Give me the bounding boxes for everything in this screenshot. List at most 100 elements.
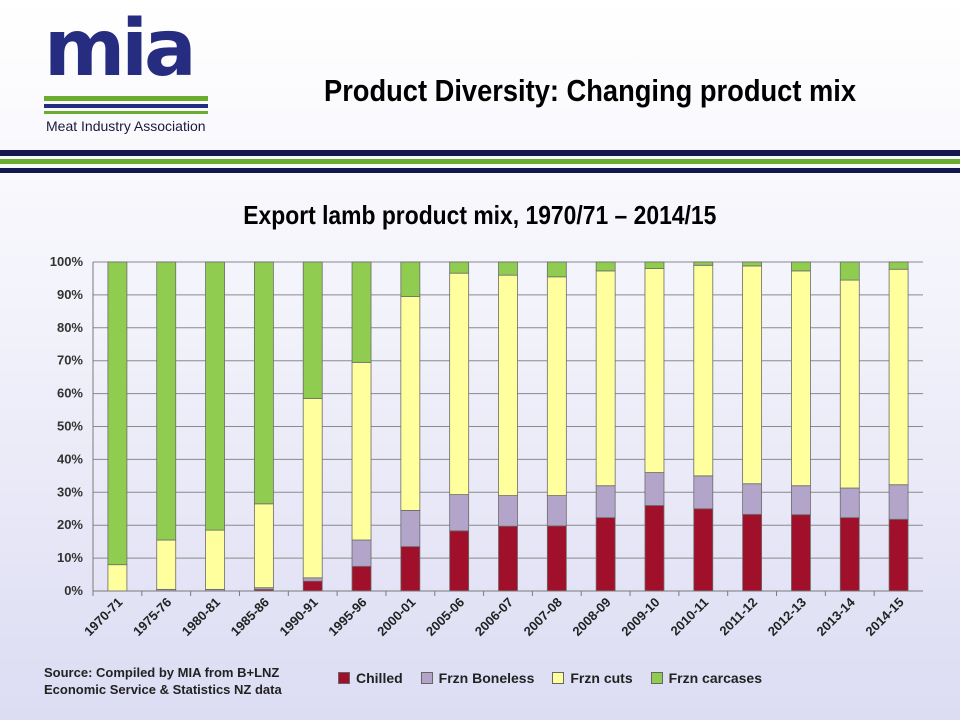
x-tick-label: 2007-08	[521, 595, 565, 639]
x-tick-label: 1990-91	[276, 595, 320, 639]
x-tick-label: 2013-14	[814, 594, 859, 639]
y-axis-ticks: 0% 10% 20% 30% 40% 50% 60% 70% 80% 90% 100%	[50, 254, 84, 598]
bar-segment-frzn-cuts	[449, 272, 470, 496]
bar-segment-frzn-boneless	[595, 485, 616, 519]
bar-segment-frzn-carcases	[742, 261, 763, 267]
header-rule-green	[0, 159, 960, 164]
mia-logo: mia Meat Industry Association	[40, 10, 215, 138]
logo-stripe-green-2	[44, 111, 208, 114]
bar-segment-frzn-cuts	[302, 398, 323, 579]
bar-segment-frzn-cuts	[253, 503, 274, 589]
legend-item: Frzn cuts	[552, 670, 633, 686]
bar-segment-frzn-carcases	[595, 261, 616, 272]
bar-segment-frzn-cuts	[156, 539, 177, 590]
bar-segment-frzn-cuts	[351, 361, 372, 541]
chart-legend: Chilled Frzn Boneless Frzn cuts Frzn carcas…	[338, 670, 762, 686]
bar-segment-frzn-carcases	[839, 261, 860, 281]
bar-segment-frzn-boneless	[302, 577, 323, 582]
bar-segment-frzn-carcases	[351, 261, 372, 363]
bar-segment-frzn-boneless	[888, 484, 909, 520]
bar-segment-chilled	[302, 580, 323, 592]
bar-segment-chilled	[644, 505, 665, 592]
x-tick-label: 1980-81	[179, 595, 223, 639]
x-tick-label: 2010-11	[668, 595, 712, 639]
y-tick-label: 30%	[57, 484, 83, 499]
legend-swatch	[552, 672, 565, 684]
y-tick-label: 50%	[57, 419, 83, 434]
bar-segment-frzn-carcases	[107, 261, 128, 566]
bar-segment-frzn-cuts	[595, 270, 616, 487]
bar-segment-frzn-boneless	[449, 494, 470, 532]
y-tick-label: 40%	[57, 451, 83, 466]
legend-item: Frzn carcases	[650, 670, 763, 686]
bar-segment-frzn-cuts	[693, 264, 714, 477]
bar-segment-frzn-carcases	[205, 261, 225, 531]
x-axis-ticks: 1970-71 1975-76 1980-81 1985-86 1990-91 1995-…	[81, 591, 907, 639]
bar-segment-frzn-cuts	[839, 279, 860, 489]
chart-title-wrap: Export lamb product mix, 1970/71 – 2014/…	[0, 200, 960, 231]
legend-swatch	[420, 672, 433, 684]
x-tick-label: 2008-09	[569, 595, 613, 639]
bar-segment-frzn-boneless	[693, 475, 714, 510]
y-tick-label: 10%	[57, 550, 83, 565]
legend-label: Frzn carcases	[668, 670, 763, 686]
bar-segment-chilled	[595, 517, 616, 592]
bar-segment-chilled	[449, 530, 470, 592]
header-rule-navy	[0, 150, 960, 156]
bar-segment-frzn-carcases	[400, 261, 421, 297]
bar-segment-frzn-cuts	[107, 564, 128, 592]
x-tick-label: 2005-06	[423, 595, 467, 639]
x-tick-label: 2000-01	[374, 595, 418, 639]
bar-segment-frzn-carcases	[156, 261, 177, 541]
y-tick-label: 100%	[50, 254, 84, 269]
bar-segment-frzn-carcases	[302, 261, 323, 399]
bar-segment-frzn-boneless	[791, 485, 811, 516]
bar-segment-frzn-cuts	[644, 268, 665, 473]
bar-segment-frzn-carcases	[253, 261, 274, 505]
legend-item: Chilled	[338, 670, 403, 686]
bar-segment-frzn-cuts	[498, 274, 518, 496]
bar-segment-chilled	[888, 518, 909, 592]
x-tick-label: 1970-71	[81, 595, 125, 639]
stacked-bar-chart: 0% 10% 20% 30% 40% 50% 60% 70% 80% 90% 100% 1970-7…	[50, 254, 923, 639]
bar-segment-frzn-boneless	[498, 495, 518, 527]
y-tick-label: 0%	[64, 583, 83, 598]
bar-segment-frzn-boneless	[400, 509, 421, 547]
header-rule-navy-2	[0, 168, 960, 173]
bar-segment-frzn-cuts	[546, 276, 567, 496]
bar-segment-frzn-carcases	[791, 261, 811, 272]
source-note: Source: Compiled by MIA from B+LNZ Econo…	[44, 664, 282, 698]
y-tick-label: 60%	[57, 386, 83, 401]
chart-bars	[107, 261, 909, 592]
bar-segment-frzn-boneless	[644, 472, 665, 506]
x-tick-label: 2012-13	[765, 595, 809, 639]
y-tick-label: 80%	[57, 320, 83, 335]
slide-title: Product Diversity: Changing product mix	[323, 73, 857, 108]
legend-swatch	[338, 672, 350, 684]
bar-segment-frzn-boneless	[742, 483, 763, 515]
logo-stripe-green	[44, 96, 208, 101]
source-line-1: Source: Compiled by MIA from B+LNZ	[44, 665, 280, 680]
chart-axes	[92, 262, 923, 592]
x-tick-label: 1975-76	[130, 595, 174, 639]
x-tick-label: 1985-86	[228, 595, 272, 639]
legend-swatch	[650, 672, 663, 684]
x-tick-label: 1995-96	[325, 595, 369, 639]
legend-label: Frzn cuts	[570, 670, 633, 686]
bar-segment-chilled	[351, 565, 372, 592]
bar-segment-frzn-cuts	[791, 270, 811, 487]
x-tick-label: 2006-07	[472, 595, 516, 639]
bar-segment-frzn-cuts	[888, 268, 909, 486]
bar-segment-frzn-boneless	[546, 495, 567, 527]
bar-segment-frzn-carcases	[498, 261, 518, 276]
bar-segment-frzn-carcases	[449, 261, 470, 274]
chart-title: Export lamb product mix, 1970/71 – 2014/…	[243, 200, 717, 230]
x-tick-label: 2011-12	[716, 595, 760, 639]
logo-wordmark: mia	[44, 4, 197, 94]
bar-segment-frzn-boneless	[839, 487, 860, 519]
bar-segment-frzn-carcases	[546, 261, 567, 278]
bar-segment-chilled	[498, 525, 518, 592]
legend-label: Frzn Boneless	[438, 670, 535, 686]
y-tick-label: 90%	[57, 287, 83, 302]
bar-segment-frzn-carcases	[888, 261, 909, 270]
